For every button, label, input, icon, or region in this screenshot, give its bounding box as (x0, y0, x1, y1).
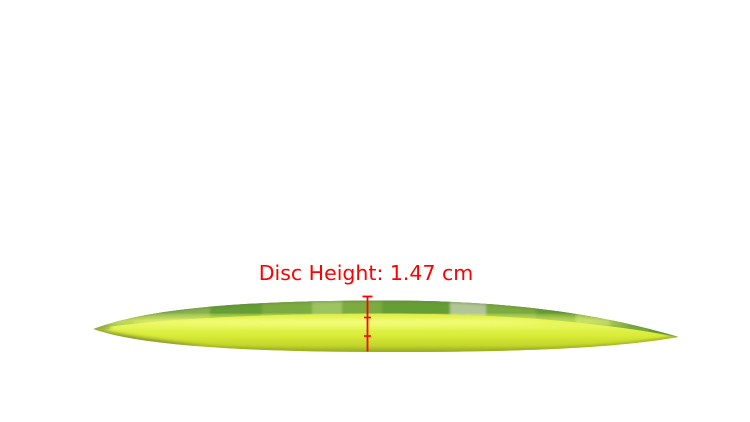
disc-shading (93, 300, 679, 352)
disc-highlight-core (133, 319, 543, 326)
measurement-label: Disc Height: 1.47 cm (258, 261, 474, 285)
disc-body (93, 300, 679, 352)
dimension-line (362, 295, 373, 352)
